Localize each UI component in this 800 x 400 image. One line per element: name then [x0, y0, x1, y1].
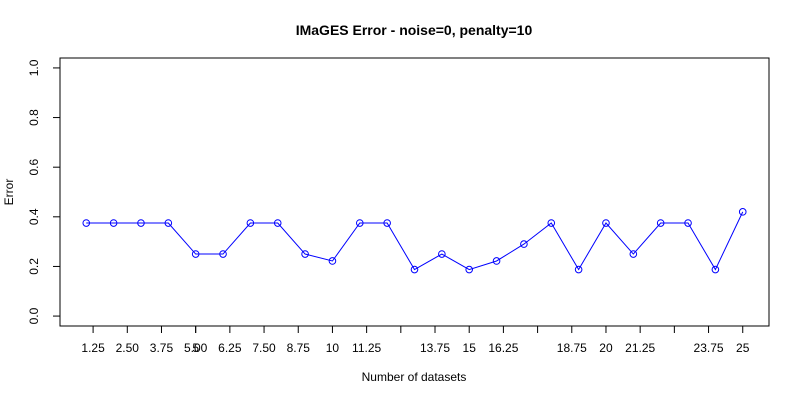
x-tick-label: 23.75 — [694, 341, 724, 355]
data-point — [191, 250, 200, 258]
data-point — [137, 219, 145, 227]
data-point — [383, 219, 391, 227]
data-point — [328, 257, 337, 265]
x-tick-label: 7.50 — [252, 341, 276, 355]
data-point — [164, 219, 173, 227]
x-tick-label: 2.50 — [116, 341, 140, 355]
x-tick-label: 5.00 — [184, 341, 208, 355]
data-point — [301, 250, 309, 258]
x-tick-label: 8.75 — [287, 341, 311, 355]
x-tick-label: 16.25 — [488, 341, 518, 355]
data-point — [492, 257, 501, 265]
y-tick-label: 0.2 — [27, 258, 41, 275]
data-point — [547, 219, 556, 227]
x-tick-label: 1.25 — [81, 341, 105, 355]
x-tick-label: 25 — [736, 341, 750, 355]
data-point — [438, 250, 446, 258]
x-tick-label: 3.75 — [150, 341, 174, 355]
y-tick-label: 0.8 — [27, 109, 41, 126]
x-tick-label: 13.75 — [420, 341, 450, 355]
x-axis-label: Number of datasets — [362, 370, 467, 384]
data-point — [520, 240, 528, 248]
data-point — [273, 219, 282, 227]
data-point — [629, 250, 638, 258]
chart-title: IMaGES Error - noise=0, penalty=10 — [296, 22, 533, 38]
x-tick-label: 6.25 — [218, 341, 242, 355]
x-tick-label: 15 — [463, 341, 477, 355]
data-point — [82, 219, 91, 227]
x-tick-label: 20 — [599, 341, 613, 355]
x-tick-label: 18.75 — [557, 341, 587, 355]
data-point — [410, 265, 419, 274]
x-tick-label: 10 — [326, 341, 340, 355]
data-point — [219, 250, 227, 258]
data-point — [738, 208, 747, 216]
y-tick-label: 0.4 — [27, 208, 41, 225]
y-axis-label: Error — [2, 179, 16, 206]
y-tick-label: 1.0 — [27, 59, 41, 76]
data-point — [355, 219, 364, 227]
data-point — [602, 219, 610, 227]
data-point — [465, 265, 474, 274]
x-tick-label: 5 — [192, 341, 199, 355]
x-tick-label: 21.25 — [625, 341, 655, 355]
y-tick-label: 0.0 — [27, 307, 41, 324]
y-tick-label: 0.6 — [27, 159, 41, 176]
x-tick-label: 11.25 — [352, 341, 381, 355]
data-point — [684, 219, 692, 227]
series-line — [86, 211, 744, 271]
data-point — [246, 219, 255, 227]
data-point — [574, 265, 583, 274]
data-point — [109, 219, 118, 227]
data-point — [711, 265, 720, 274]
data-point — [656, 219, 665, 227]
